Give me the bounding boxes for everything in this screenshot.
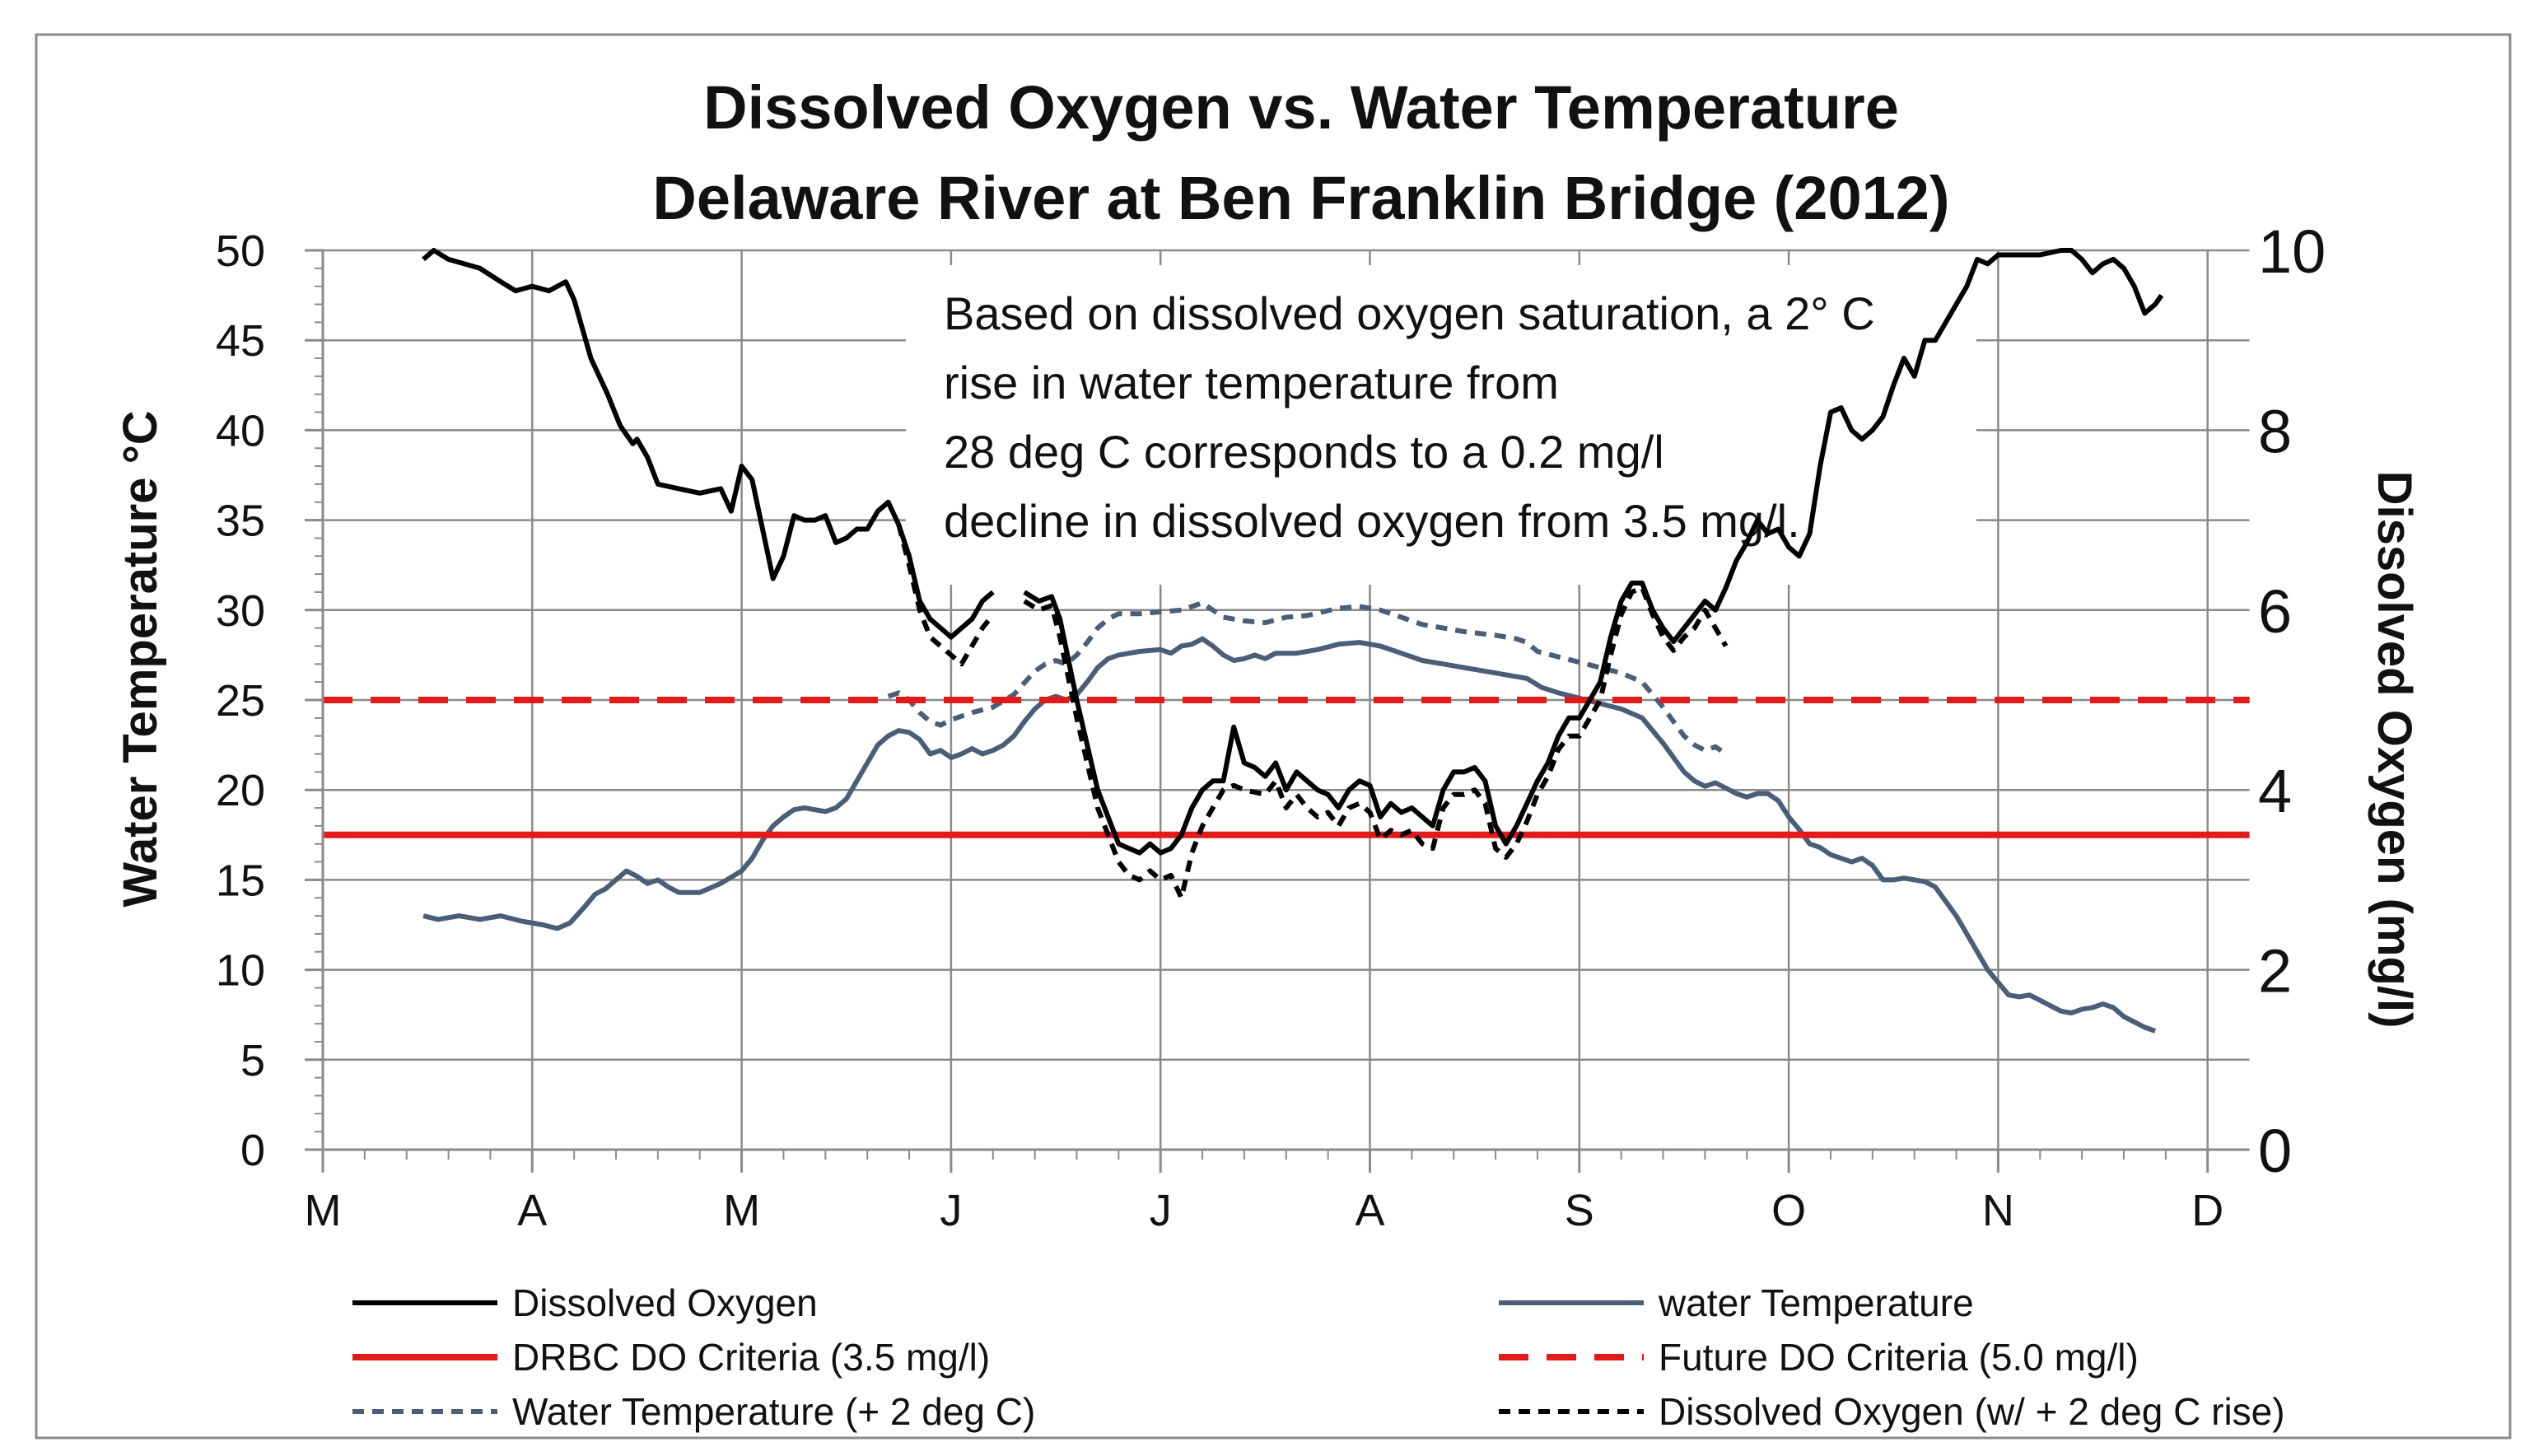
legend-label-1: water Temperature [1658,1281,1974,1324]
series-line-0-part-1 [1023,248,2164,856]
y-left-tick-label-9: 45 [216,316,265,366]
y-left-tick-label-2: 10 [216,946,265,996]
y-left-tick-label-6: 30 [216,586,265,636]
chart-title-line-1: Dissolved Oxygen vs. Water Temperature [703,73,1899,142]
series-lines [323,248,2250,1034]
y-right-tick-label-1: 2 [2258,937,2292,1006]
annotation-line-3: decline in dissolved oxygen from 3.5 mg/… [944,495,1800,547]
y-axis-label-left: Water Temperature °C [114,410,167,907]
series-line-5-part-1 [1023,585,1729,901]
y-right-tick-label-4: 8 [2258,397,2292,465]
axes: 0 5 10 15 20 25 30 35 40 45 50 0 2 4 6 8 10 M A M J J A S O N D [216,217,2326,1235]
annotation-line-2: 28 deg C corresponds to a 0.2 mg/l [944,426,1664,478]
x-tick-label-3: J [940,1186,962,1235]
legend: Dissolved Oxygen water Temperature DRBC DO… [352,1281,2285,1433]
annotation-line-0: Based on dissolved oxygen saturation, a … [944,287,1875,339]
annotation-line-1: rise in water temperature from [944,357,1559,408]
y-right-tick-label-2: 4 [2258,757,2292,825]
legend-label-5: Dissolved Oxygen (w/ + 2 deg C rise) [1659,1390,2285,1433]
series-line-4 [887,600,1728,756]
legend-label-0: Dissolved Oxygen [512,1281,818,1324]
annotation: Based on dissolved oxygen saturation, a … [906,265,1976,585]
y-left-tick-label-0: 0 [240,1126,265,1175]
legend-label-4: Water Temperature (+ 2 deg C) [512,1390,1035,1433]
x-tick-label-4: J [1150,1186,1172,1235]
y-right-tick-label-0: 0 [2258,1117,2292,1185]
x-tick-label-7: O [1771,1186,1806,1235]
y-left-tick-label-5: 25 [216,676,265,726]
x-tick-label-9: D [2191,1186,2223,1235]
y-axis-label-right: Dissolved Oxygen (mg/l) [2368,471,2421,1029]
y-left-tick-label-7: 35 [216,497,265,546]
x-tick-label-8: N [1982,1186,2014,1235]
chart-title-line-2: Delaware River at Ben Franklin Bridge (2… [652,164,1949,232]
y-left-tick-label-3: 15 [216,856,265,905]
x-tick-label-5: A [1355,1186,1384,1235]
x-tick-label-6: S [1565,1186,1594,1235]
series-line-0 [422,248,995,640]
x-tick-label-2: M [723,1186,760,1235]
y-right-tick-label-3: 6 [2258,577,2292,646]
series-line-1 [422,636,2157,1034]
y-left-tick-label-1: 5 [240,1036,265,1085]
y-left-tick-label-4: 20 [216,766,265,815]
legend-label-3: Future DO Criteria (5.0 mg/l) [1659,1336,2139,1379]
y-left-tick-label-10: 50 [216,226,265,276]
x-tick-label-0: M [305,1186,342,1235]
x-tick-label-1: A [517,1186,547,1235]
chart-border [35,33,2512,1440]
legend-label-2: DRBC DO Criteria (3.5 mg/l) [512,1336,990,1379]
y-right-tick-label-5: 10 [2258,217,2326,286]
annotation-box [906,265,1976,585]
y-left-tick-label-8: 40 [216,406,265,455]
